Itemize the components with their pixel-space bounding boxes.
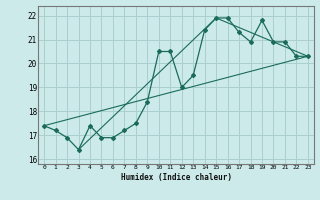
X-axis label: Humidex (Indice chaleur): Humidex (Indice chaleur) [121, 173, 231, 182]
